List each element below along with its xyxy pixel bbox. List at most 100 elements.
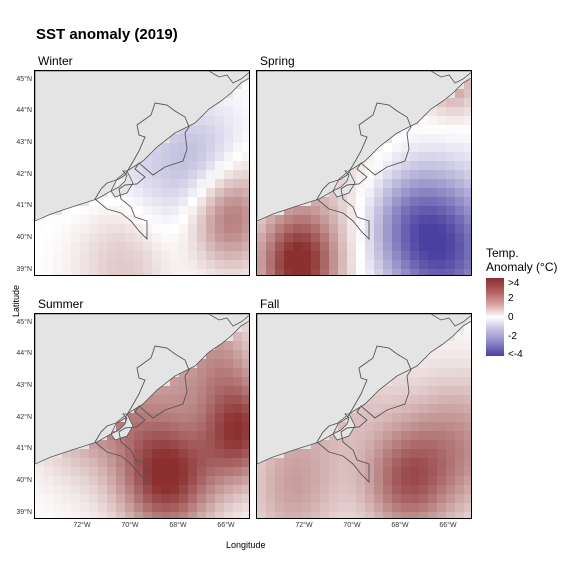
anomaly-cell	[215, 170, 225, 180]
anomaly-cell	[356, 467, 366, 477]
anomaly-cell	[464, 422, 471, 432]
anomaly-cell	[446, 512, 456, 518]
anomaly-cell	[89, 440, 99, 450]
anomaly-cell	[215, 179, 225, 189]
anomaly-cell	[215, 116, 225, 126]
anomaly-cell	[410, 179, 420, 189]
anomaly-cell	[188, 377, 198, 387]
anomaly-cell	[134, 224, 144, 234]
anomaly-cell	[392, 206, 402, 216]
anomaly-cell	[419, 206, 429, 216]
anomaly-cell	[44, 467, 54, 477]
anomaly-cell	[311, 242, 321, 252]
anomaly-cell	[98, 215, 108, 225]
anomaly-cell	[71, 485, 81, 495]
anomaly-cell	[320, 269, 330, 275]
anomaly-cell	[35, 233, 45, 243]
anomaly-cell	[257, 494, 267, 504]
anomaly-cell	[284, 467, 294, 477]
anomaly-cell	[401, 233, 411, 243]
anomaly-cell	[197, 161, 207, 171]
anomaly-cell	[329, 458, 339, 468]
anomaly-cell	[356, 197, 366, 207]
anomaly-cell	[437, 152, 447, 162]
anomaly-cell	[302, 512, 312, 518]
anomaly-cell	[98, 467, 108, 477]
anomaly-cell	[293, 260, 303, 270]
anomaly-cell	[401, 368, 411, 378]
anomaly-cell	[401, 449, 411, 459]
anomaly-cell	[428, 512, 438, 518]
anomaly-cell	[224, 440, 234, 450]
anomaly-cell	[392, 260, 402, 270]
anomaly-cell	[188, 440, 198, 450]
anomaly-cell	[152, 242, 162, 252]
anomaly-cell	[374, 485, 384, 495]
anomaly-cell	[302, 224, 312, 234]
anomaly-cell	[197, 476, 207, 486]
anomaly-cell	[125, 467, 135, 477]
anomaly-cell	[179, 458, 189, 468]
anomaly-cell	[179, 440, 189, 450]
anomaly-cell	[464, 503, 471, 513]
anomaly-grid	[35, 323, 249, 518]
anomaly-cell	[242, 404, 249, 414]
anomaly-cell	[170, 386, 180, 396]
anomaly-cell	[242, 476, 249, 486]
anomaly-cell	[446, 449, 456, 459]
anomaly-cell	[410, 143, 420, 153]
anomaly-cell	[89, 467, 99, 477]
anomaly-cell	[257, 458, 267, 468]
anomaly-cell	[62, 467, 72, 477]
anomaly-cell	[437, 143, 447, 153]
anomaly-cell	[401, 224, 411, 234]
anomaly-cell	[410, 377, 420, 387]
study-region-outline	[316, 102, 412, 241]
anomaly-cell	[224, 206, 234, 216]
anomaly-cell	[275, 467, 285, 477]
anomaly-cell	[320, 494, 330, 504]
anomaly-cell	[275, 503, 285, 513]
anomaly-cell	[179, 206, 189, 216]
anomaly-cell	[464, 332, 471, 342]
anomaly-cell	[242, 179, 249, 189]
anomaly-cell	[125, 494, 135, 504]
anomaly-cell	[275, 512, 285, 518]
anomaly-cell	[62, 503, 72, 513]
anomaly-cell	[428, 179, 438, 189]
anomaly-cell	[338, 224, 348, 234]
anomaly-cell	[392, 494, 402, 504]
anomaly-cell	[71, 206, 81, 216]
anomaly-cell	[242, 107, 249, 117]
anomaly-grid	[35, 80, 249, 275]
anomaly-cell	[143, 440, 153, 450]
anomaly-cell	[107, 485, 117, 495]
anomaly-cell	[464, 377, 471, 387]
anomaly-cell	[125, 269, 135, 275]
anomaly-cell	[179, 197, 189, 207]
anomaly-cell	[53, 512, 63, 518]
anomaly-cell	[116, 197, 126, 207]
anomaly-cell	[383, 242, 393, 252]
anomaly-cell	[401, 251, 411, 261]
anomaly-cell	[392, 233, 402, 243]
anomaly-cell	[419, 116, 429, 126]
x-tick-label: 70°W	[121, 522, 139, 529]
anomaly-cell	[383, 224, 393, 234]
anomaly-cell	[374, 215, 384, 225]
anomaly-cell	[428, 170, 438, 180]
anomaly-cell	[224, 152, 234, 162]
anomaly-cell	[320, 224, 330, 234]
anomaly-cell	[401, 404, 411, 414]
anomaly-cell	[311, 449, 321, 459]
anomaly-cell	[446, 125, 456, 135]
anomaly-cell	[383, 485, 393, 495]
anomaly-cell	[437, 125, 447, 135]
anomaly-cell	[365, 440, 375, 450]
anomaly-cell	[224, 260, 234, 270]
anomaly-cell	[401, 377, 411, 387]
anomaly-cell	[293, 467, 303, 477]
anomaly-cell	[206, 269, 216, 275]
anomaly-cell	[275, 269, 285, 275]
anomaly-cell	[170, 197, 180, 207]
